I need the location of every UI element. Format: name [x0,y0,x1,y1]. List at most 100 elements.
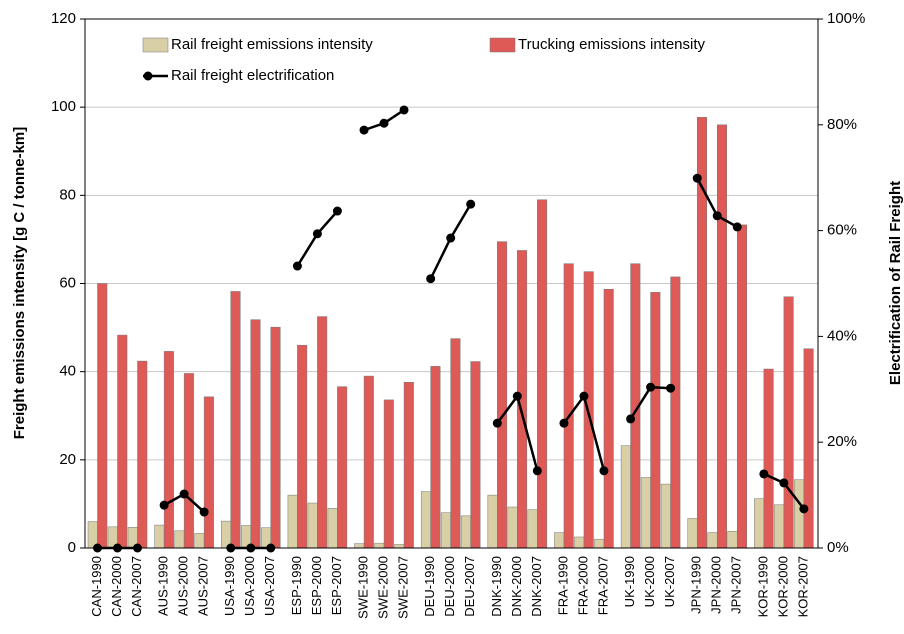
y2-tick-label: 80% [827,116,857,133]
x-tick-label: SWE-2000 [375,556,390,619]
x-tick-label: FRA-2007 [595,556,610,615]
bar [363,375,374,549]
x-tick-label: DEU-2000 [442,556,457,617]
point [599,466,609,476]
point [799,504,809,514]
bar [650,292,661,549]
point [312,229,322,239]
x-tick-label: JPN-1990 [689,556,704,614]
legend-label: Rail freight electrification [171,67,334,84]
bar [327,508,338,549]
bar [394,544,405,549]
point [626,414,636,424]
bar [420,491,431,549]
x-tick-label: DEU-2007 [462,556,477,617]
y-tick-label: 100 [51,98,76,115]
legend-swatch [143,71,153,81]
x-tick-label: DEU-1990 [422,556,437,617]
bar [794,479,805,549]
x-tick-label: FRA-1990 [555,556,570,615]
bar [374,542,385,549]
y-tick-label: 20 [59,451,76,468]
bar [660,483,671,549]
point [559,418,569,428]
bar [537,199,548,549]
bar [603,288,614,549]
x-tick-label: UK-1990 [622,556,637,607]
point [292,261,302,271]
legend-swatch [142,37,169,53]
point [159,500,169,510]
y-axis-title: Freight emissions intensity [g C / tonne… [11,127,28,440]
x-tick-label: AUS-1990 [156,556,171,616]
bar [203,396,214,549]
bar [163,351,174,549]
point [579,391,589,401]
bar [774,504,785,549]
x-tick-label: JPN-2007 [729,556,744,614]
point [492,418,502,428]
bar [287,494,298,549]
y-tick-label: 60 [59,274,76,291]
x-tick-label: ESP-2007 [329,556,344,615]
bar [687,518,698,549]
x-tick-label: AUS-2000 [176,556,191,616]
legend-label: Trucking emissions intensity [518,36,706,53]
bar [574,536,585,549]
bar [670,276,681,549]
point [332,206,342,216]
point [359,125,369,135]
point [446,233,456,243]
bar [527,509,538,549]
bar [137,360,148,549]
bar [707,532,718,549]
bar [354,543,365,549]
bar [554,532,565,549]
bar [154,524,165,549]
bar [803,348,814,549]
x-tick-label: DNK-1990 [489,556,504,617]
x-tick-label: KOR-1990 [755,556,770,617]
y-tick-label: 40 [59,363,76,380]
y2-tick-label: 100% [827,10,865,27]
bar [194,533,205,549]
point [692,173,702,183]
bar [620,445,631,549]
bar [594,538,605,549]
point [759,469,769,479]
bar [383,399,394,549]
x-tick-label: DNK-2000 [509,556,524,617]
point [379,118,389,128]
point [512,391,522,401]
y2-axis-title: Electrification of Rail Freight [887,181,904,385]
bar [640,477,651,549]
x-tick-label: JPN-2000 [709,556,724,614]
y2-tick-label: 0% [827,539,849,556]
bar [470,361,481,549]
line [296,210,339,267]
point [532,466,542,476]
y2-tick-label: 60% [827,222,857,239]
bar [754,498,765,549]
point [646,382,656,392]
bar [736,224,747,549]
point [399,105,409,115]
x-tick-label: UK-2000 [642,556,657,607]
bar [250,319,261,549]
bar [783,296,794,549]
point [179,489,189,499]
point [779,478,789,488]
y-tick-label: 120 [51,10,76,27]
y-tick-label: 80 [59,186,76,203]
bar [727,530,738,549]
x-tick-label: UK-2007 [662,556,677,607]
x-tick-label: ESP-2000 [309,556,324,615]
legend-label: Rail freight emissions intensity [171,36,373,53]
bar [497,241,508,549]
bar [297,344,308,549]
bar [563,263,574,549]
bar [507,506,518,549]
bar [716,124,727,549]
bar [230,291,241,549]
